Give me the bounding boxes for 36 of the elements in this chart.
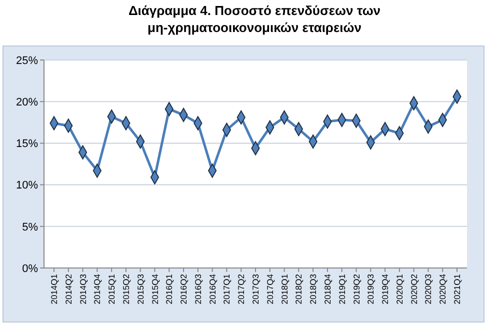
y-tick-label: 5% [22, 221, 38, 234]
x-tick-label: 2020Q2 [408, 274, 419, 304]
x-tick-label: 2018Q1 [279, 274, 290, 304]
y-tick-label: 25% [16, 54, 38, 67]
x-tick-label: 2016Q4 [207, 274, 218, 304]
x-tick-label: 2015Q3 [135, 274, 146, 304]
x-tick-label: 2018Q3 [308, 274, 318, 304]
x-tick-label: 2020Q3 [423, 274, 434, 304]
y-tick-label: 20% [16, 96, 38, 108]
x-tick-label: 2019Q2 [351, 274, 362, 304]
y-tick-label: 10% [16, 180, 38, 192]
x-tick-label: 2017Q2 [236, 274, 246, 304]
x-tick-label: 2021Q1 [452, 274, 462, 304]
x-tick-label: 2014Q2 [63, 274, 74, 304]
x-tick-label: 2019Q1 [336, 274, 347, 304]
x-tick-label: 2017Q4 [264, 274, 275, 304]
y-tick-label: 0% [22, 262, 38, 275]
y-tick-label: 15% [16, 138, 38, 150]
x-tick-label: 2019Q3 [366, 274, 376, 304]
x-tick-label: 2018Q2 [294, 274, 304, 304]
x-tick-label: 2019Q4 [380, 274, 390, 304]
x-tick-label: 2015Q2 [120, 274, 131, 304]
x-tick-label: 2016Q3 [192, 274, 203, 304]
x-tick-label: 2017Q1 [222, 274, 232, 304]
x-tick-label: 2015Q4 [150, 274, 160, 304]
x-tick-label: 2014Q1 [49, 274, 59, 304]
x-tick-label: 2016Q1 [164, 274, 174, 304]
x-tick-label: 2016Q2 [178, 274, 189, 304]
x-tick-label: 2015Q1 [106, 274, 117, 304]
x-tick-label: 2014Q4 [92, 274, 102, 304]
x-tick-label: 2018Q4 [322, 274, 332, 304]
x-tick-label: 2020Q4 [438, 274, 448, 304]
chart-title: Διάγραμμα 4. Ποσοστό επενδύσεων των μη-χρηματοοικονομικών εταιρειών [128, 3, 381, 35]
x-tick-label: 2014Q3 [78, 274, 88, 304]
x-tick-label: 2017Q3 [250, 274, 260, 304]
x-tick-label: 2020Q1 [394, 274, 404, 304]
